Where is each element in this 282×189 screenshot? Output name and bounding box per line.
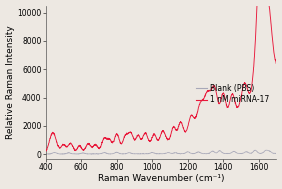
- X-axis label: Raman Wavenumber (cm⁻¹): Raman Wavenumber (cm⁻¹): [98, 174, 224, 184]
- Legend: Blank (PBS), 1 nM miRNA-17: Blank (PBS), 1 nM miRNA-17: [193, 81, 273, 108]
- Y-axis label: Relative Raman Intensity: Relative Raman Intensity: [6, 25, 15, 139]
